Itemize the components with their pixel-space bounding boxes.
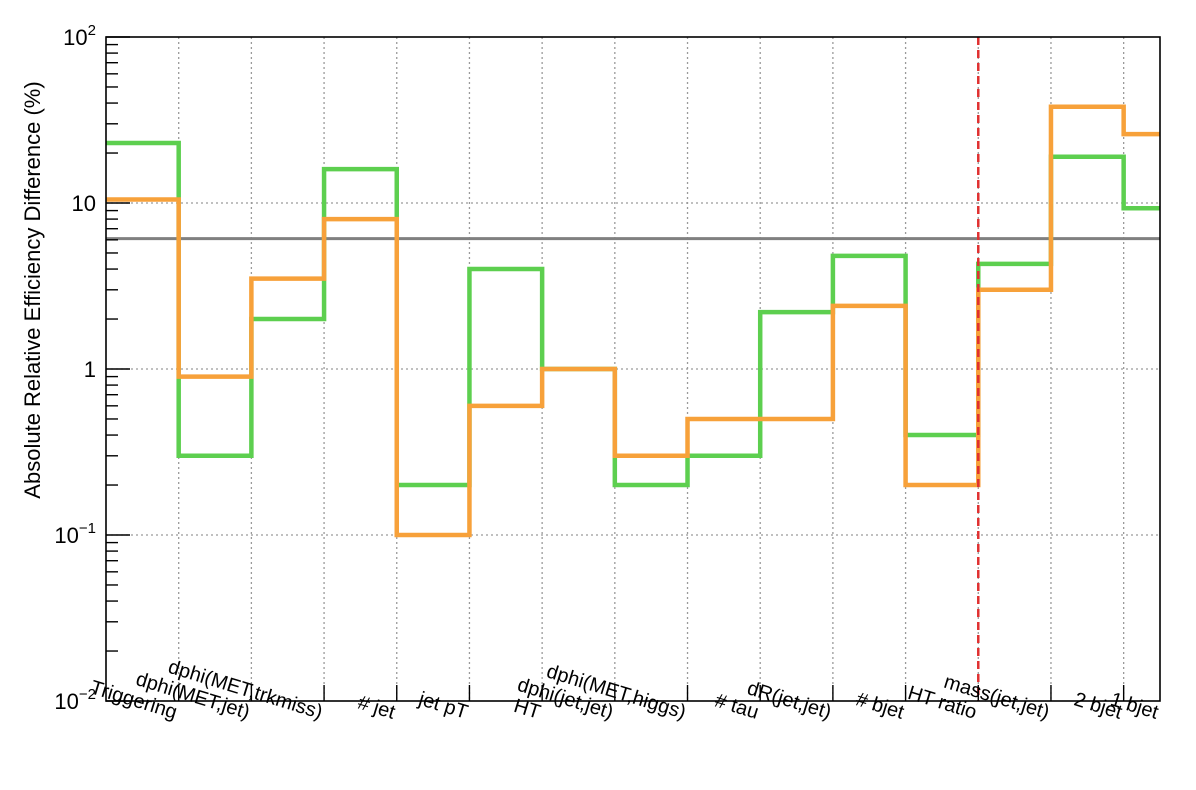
series-line-2	[106, 104, 1160, 538]
series-layer	[106, 104, 1160, 538]
series-line-1	[106, 140, 1160, 488]
axes	[105, 36, 1161, 702]
y-tick-label: 102	[63, 22, 96, 50]
y-tick-label: 10	[72, 191, 96, 216]
y-tick-label: 1	[84, 357, 96, 382]
y-axis-title: Absolute Relative Efficiency Difference …	[20, 81, 45, 498]
y-tick-label: 10−1	[54, 520, 96, 548]
y-tick-label: 10−2	[54, 686, 96, 714]
